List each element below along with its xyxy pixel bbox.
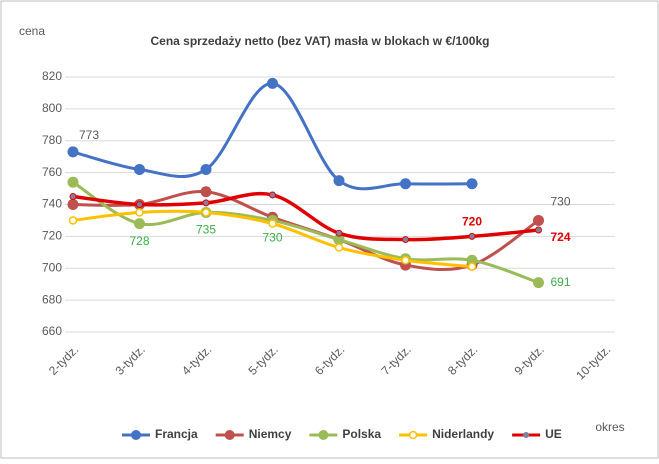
y-tick-label: 700 [42,260,62,274]
y-tick-label: 680 [42,292,62,306]
point [468,232,476,240]
y-tick-label: 820 [42,69,62,83]
point [400,178,411,190]
y-tick-label: 720 [42,229,62,243]
point [466,254,478,266]
series-line [72,180,539,285]
point [67,146,79,158]
data-label: 720 [462,215,482,229]
point [267,77,278,89]
point [135,208,144,217]
data-label: 724 [551,230,571,244]
point [268,219,277,228]
point [201,208,211,217]
point [134,163,145,175]
legend-marker [318,430,329,440]
legend-marker [523,432,530,438]
y-tick-label: 740 [42,197,62,211]
point [269,191,276,199]
point [67,199,79,210]
point [200,186,212,198]
point [334,243,344,252]
legend-marker [131,430,141,440]
point [533,277,544,289]
y-tick-label: 780 [42,133,62,147]
point [402,236,409,244]
point [69,193,77,201]
point [200,163,212,175]
point [466,178,478,190]
data-label: 691 [551,275,571,289]
y-tick-label: 800 [42,101,62,115]
series-line [72,191,539,242]
point [67,176,79,188]
legend-marker [224,430,235,440]
legend-label: Polska [342,427,381,441]
y-tick-label: 660 [42,324,62,338]
point [134,218,145,230]
point [202,199,210,207]
point [335,229,343,237]
point [136,201,143,208]
y-tick-label: 760 [42,165,62,179]
point [401,256,410,265]
legend-label: UE [545,427,562,441]
x-axis-label: okres [595,420,624,434]
point [535,226,542,234]
point [68,216,78,225]
y-axis-label: cena [19,24,45,38]
data-label: 730 [262,231,282,245]
legend-marker [408,430,418,440]
data-label: 773 [79,128,99,142]
point [333,175,345,187]
point [333,234,345,246]
chart-title: Cena sprzedaży netto (bez VAT) masła w b… [151,34,490,48]
legend-label: Niemcy [249,427,292,441]
point [467,262,477,271]
data-label: 730 [551,195,571,209]
data-label: 728 [129,234,149,248]
legend-label: Niderlandy [432,427,494,441]
data-label: 735 [196,223,216,237]
legend-label: Francja [155,427,198,441]
point [533,214,544,226]
